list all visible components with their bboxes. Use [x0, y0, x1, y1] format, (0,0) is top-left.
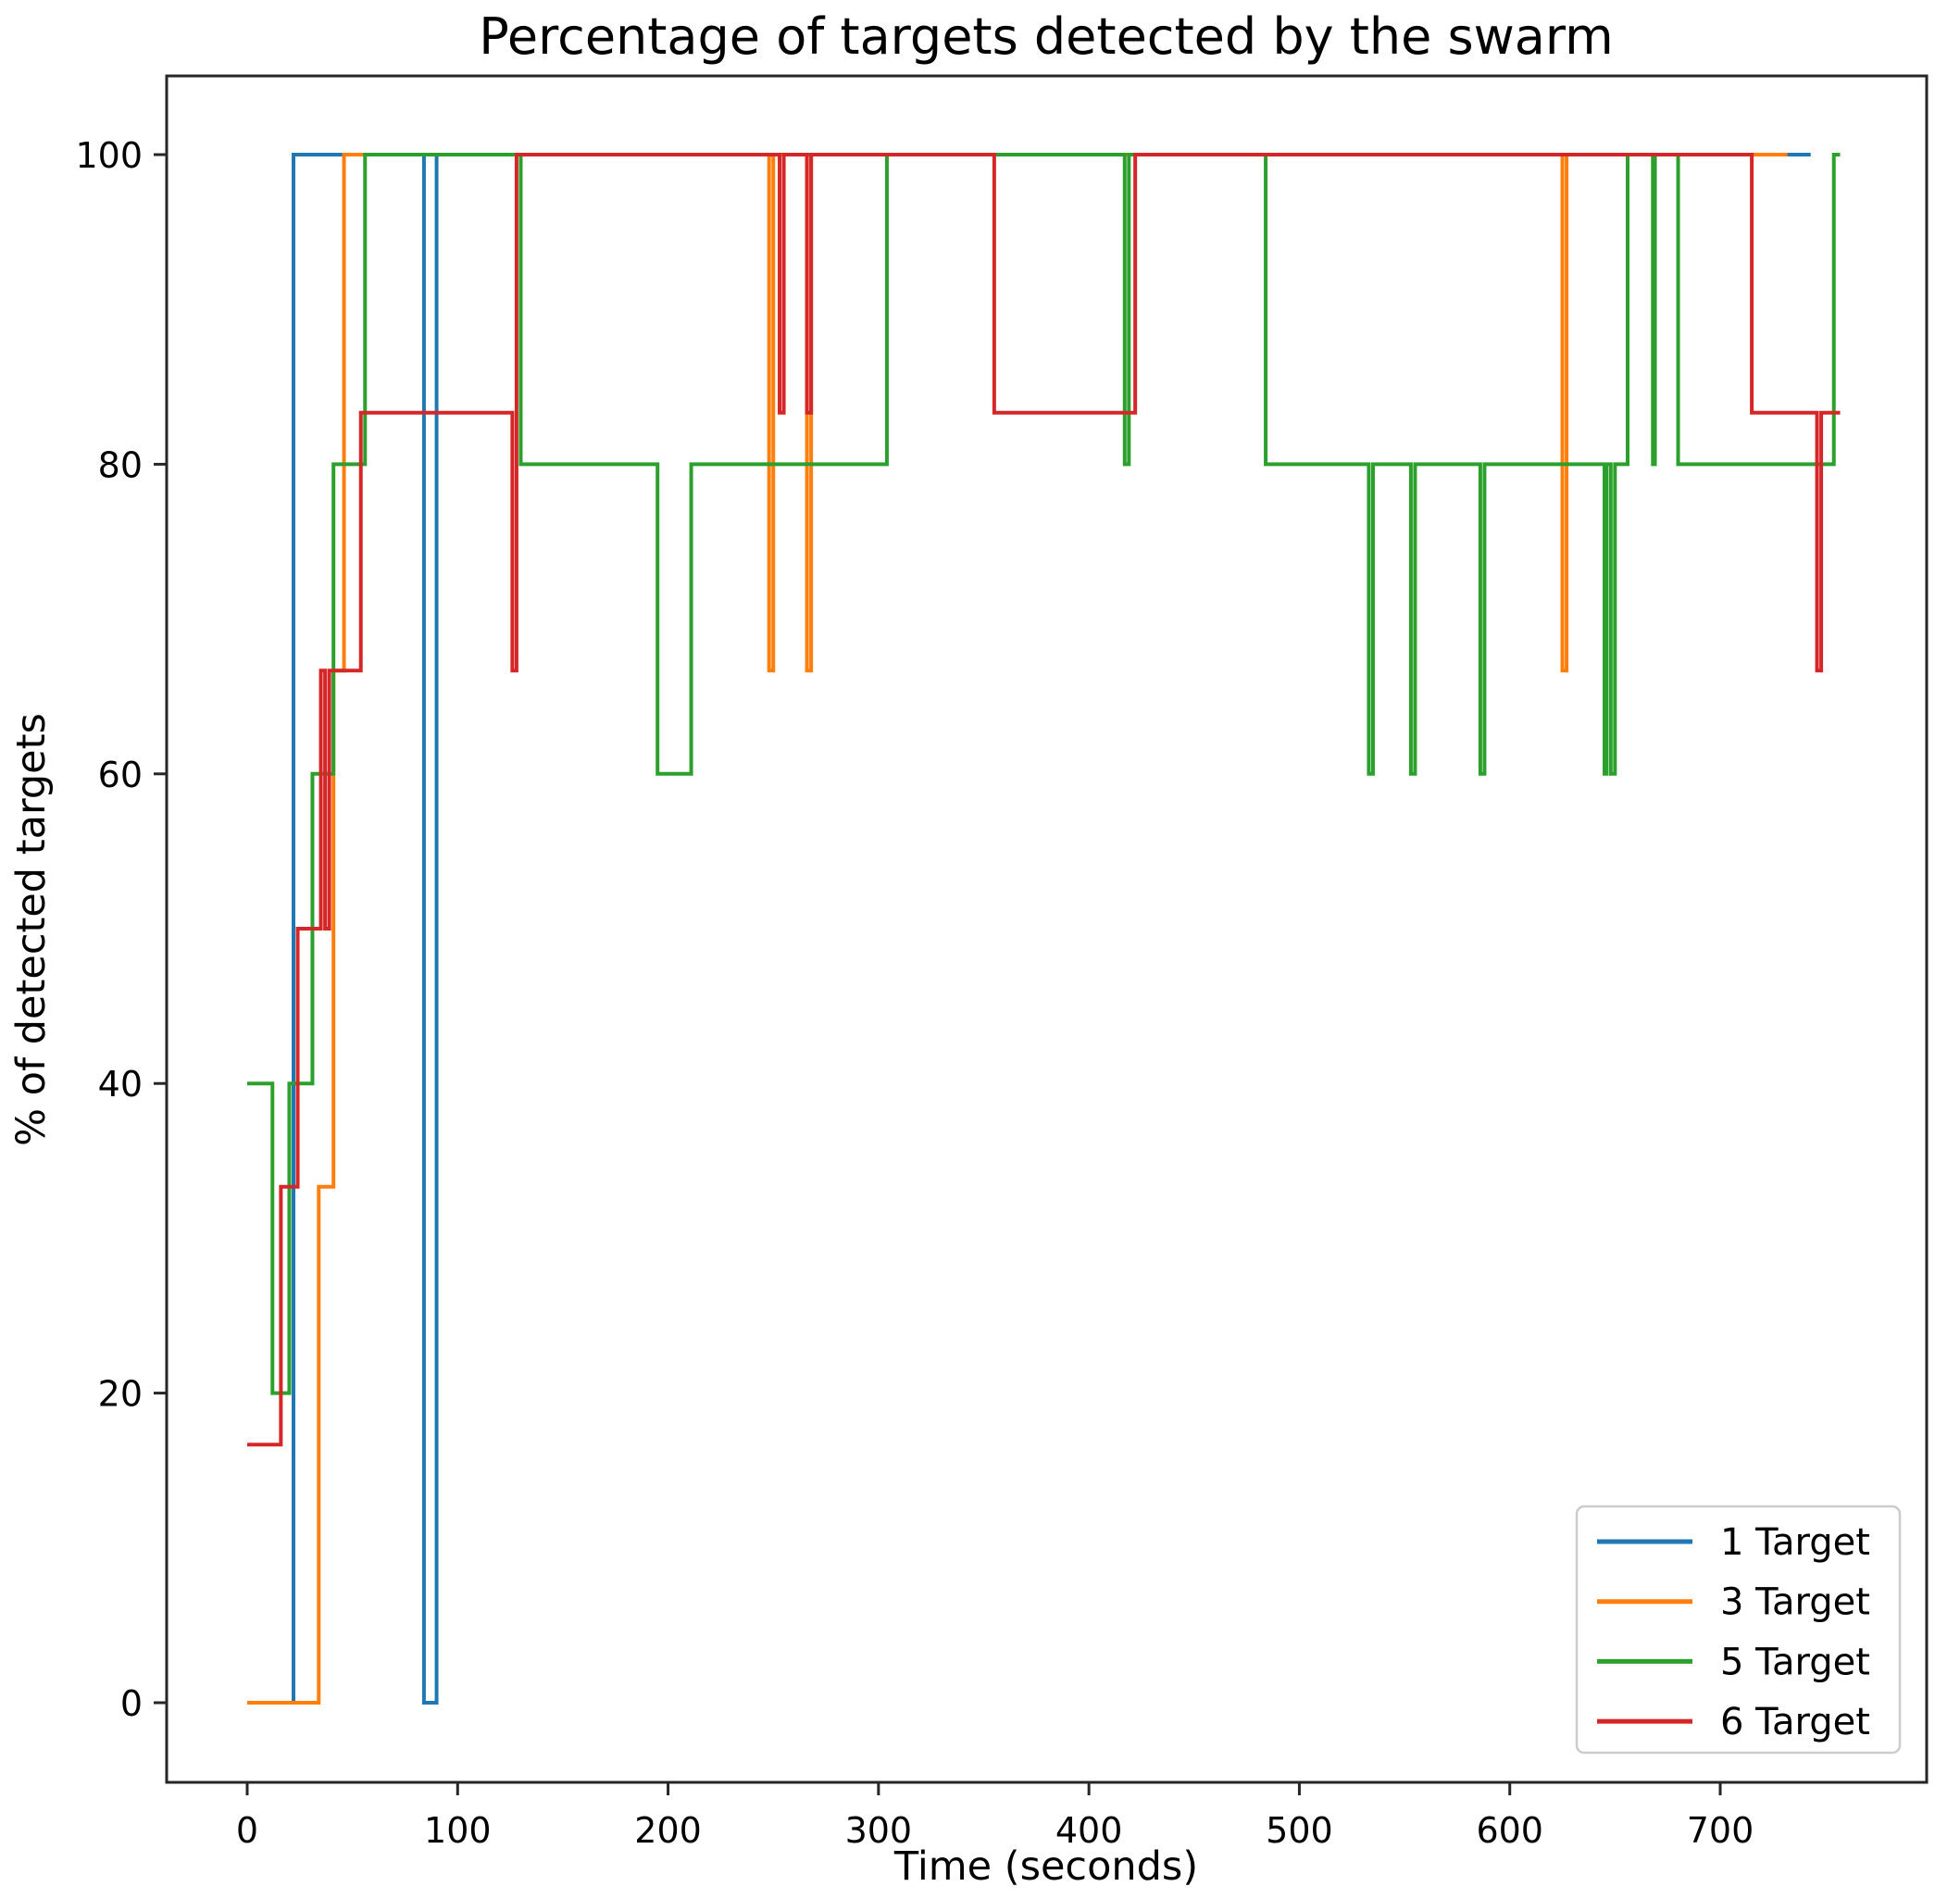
- x-tick-label: 200: [634, 1810, 702, 1851]
- y-tick-label: 80: [98, 444, 143, 485]
- series-line-3-target: [247, 153, 1788, 1705]
- y-tick-label: 40: [98, 1064, 143, 1105]
- x-tick-label: 0: [236, 1810, 258, 1851]
- y-tick-label: 0: [120, 1683, 143, 1724]
- series-line-5-target: [247, 153, 1841, 1395]
- legend-entry-label: 1 Target: [1720, 1521, 1870, 1564]
- legend-entry-label: 3 Target: [1720, 1581, 1870, 1624]
- series-line-1-target: [247, 153, 1811, 1705]
- x-tick-label: 400: [1055, 1810, 1123, 1851]
- y-axis-label: % of detected targets: [8, 713, 55, 1146]
- legend-entry-label: 5 Target: [1720, 1641, 1870, 1683]
- x-tick-label: 300: [845, 1810, 913, 1851]
- x-tick-label: 600: [1476, 1810, 1543, 1851]
- x-tick-label: 700: [1687, 1810, 1754, 1851]
- chart-title: Percentage of targets detected by the sw…: [479, 7, 1614, 66]
- y-tick-label: 100: [75, 135, 143, 176]
- x-tick-label: 500: [1266, 1810, 1333, 1851]
- series-line-6-target: [247, 153, 1841, 1447]
- data-series-layer: [247, 153, 1841, 1705]
- y-tick-label: 60: [98, 755, 143, 795]
- x-tick-label: 100: [424, 1810, 492, 1851]
- legend-box: [1575, 1505, 1902, 1755]
- plot-area-border: [165, 74, 1929, 1784]
- legend-entry-label: 6 Target: [1720, 1701, 1870, 1743]
- axes-ticks: 0 100 200 300 400 500 600 700 0 20 40 60 80 100: [75, 135, 1754, 1851]
- legend: 1 Target 3 Target 5 Target 6 Target: [1575, 1505, 1902, 1755]
- y-tick-label: 20: [98, 1374, 143, 1415]
- x-axis-label: Time (seconds): [893, 1843, 1198, 1890]
